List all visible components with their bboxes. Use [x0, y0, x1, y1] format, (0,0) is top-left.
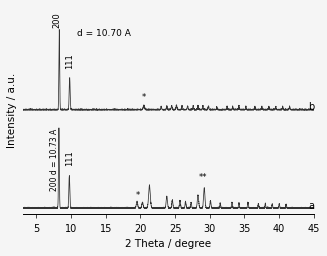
Text: 111: 111: [65, 53, 74, 69]
Text: d = 10.70 A: d = 10.70 A: [77, 29, 130, 38]
Text: b: b: [308, 102, 315, 112]
Text: *: *: [136, 191, 141, 200]
Text: 200 d = 10.73 A: 200 d = 10.73 A: [50, 128, 59, 190]
Text: 111: 111: [65, 151, 74, 166]
Text: *: *: [142, 93, 146, 102]
Text: 200: 200: [53, 12, 62, 28]
Y-axis label: Intensity / a.u.: Intensity / a.u.: [7, 73, 17, 148]
Text: **: **: [198, 173, 207, 182]
X-axis label: 2 Theta / degree: 2 Theta / degree: [125, 239, 211, 249]
Text: a: a: [308, 201, 314, 211]
